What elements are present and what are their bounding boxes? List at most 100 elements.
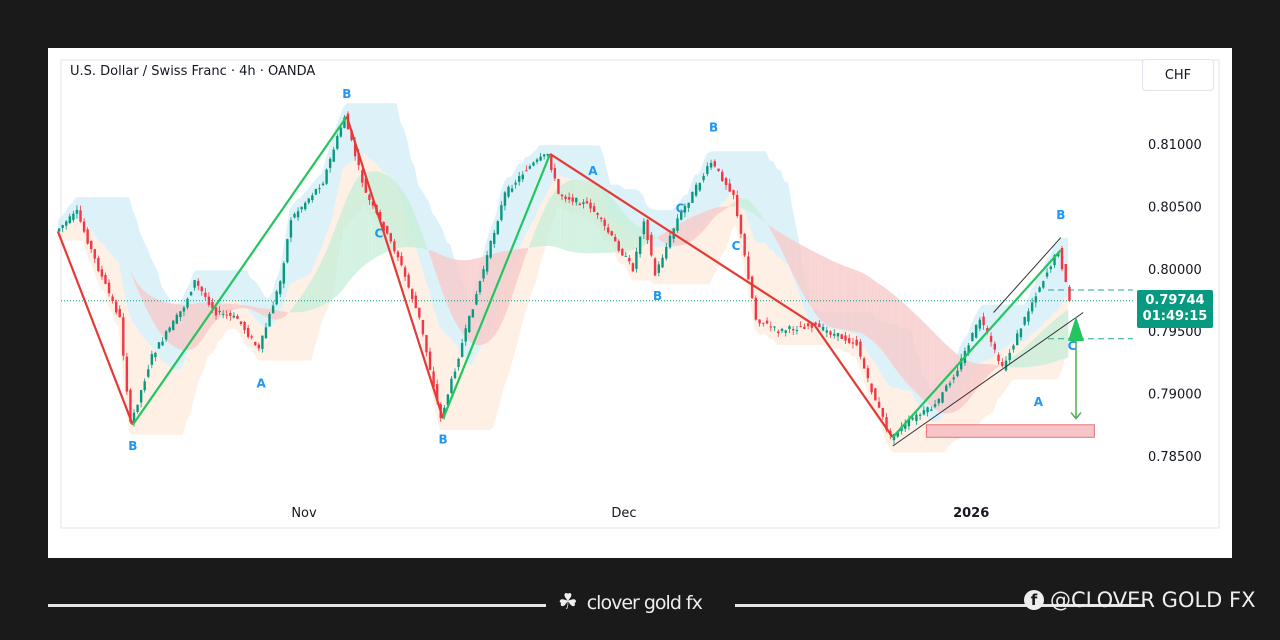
candle [721, 171, 724, 182]
trend-cloud-segment [1057, 314, 1061, 361]
candle [450, 378, 453, 393]
trend-cloud-segment [687, 217, 692, 244]
trend-cloud-segment [758, 211, 763, 220]
trend-cloud-segment [264, 308, 269, 318]
candle [200, 286, 203, 292]
candle [107, 282, 111, 294]
trend-cloud-segment [207, 302, 212, 331]
candle [777, 331, 780, 334]
trend-cloud-segment [546, 198, 551, 246]
candle [930, 409, 933, 411]
trend-cloud-segment [1053, 317, 1058, 363]
trend-cloud-segment [922, 321, 927, 403]
candle [818, 323, 821, 328]
trend-cloud-segment [870, 277, 875, 343]
candle [136, 404, 139, 412]
trend-cloud-segment [186, 304, 190, 351]
trend-cloud-segment [485, 254, 490, 344]
facebook-icon: f [1024, 590, 1044, 610]
candle [403, 267, 407, 277]
candle [243, 322, 246, 331]
candle [104, 274, 107, 284]
candle [193, 280, 196, 288]
candle [926, 407, 929, 413]
trend-cloud-segment [754, 206, 759, 218]
trend-cloud-segment [967, 360, 972, 402]
candle [471, 309, 475, 318]
candle [859, 341, 862, 357]
candle [250, 336, 253, 338]
trend-cloud-segment [799, 243, 804, 295]
trend-cloud-segment [596, 184, 600, 254]
trend-cloud-segment [840, 264, 845, 330]
candle [870, 383, 873, 393]
candle [657, 264, 660, 273]
trend-cloud-segment [361, 172, 365, 269]
candle [736, 194, 739, 217]
trend-cloud-segment [1030, 338, 1035, 367]
trend-cloud-segment [592, 183, 597, 254]
trend-cloud-segment [896, 297, 901, 376]
trend-cloud-segment [411, 205, 415, 248]
trend-cloud-segment [948, 347, 953, 414]
trend-cloud-segment [900, 300, 904, 380]
trend-cloud-segment [514, 249, 518, 290]
candle [1012, 345, 1015, 350]
trend-cloud-segment [877, 283, 882, 350]
candle [111, 296, 114, 302]
candle [411, 289, 414, 300]
trend-cloud-segment [885, 288, 890, 360]
candle [1019, 328, 1023, 338]
candle [147, 369, 150, 377]
candle [100, 269, 104, 277]
candle [214, 307, 218, 316]
candle [874, 388, 877, 401]
y-axis-tick-label: 0.79000 [1148, 388, 1202, 403]
candle [539, 156, 542, 161]
footer-divider-left [48, 604, 546, 607]
candle [578, 203, 582, 206]
candle [952, 377, 955, 380]
price-chart[interactable]: B A B C B A C B B C B A C 0.81000 0.80500 0.80000 0.7950… [48, 48, 1232, 558]
trend-cloud-segment [698, 212, 703, 236]
social-handle[interactable]: f @CLOVER GOLD FX [1024, 588, 1256, 612]
trend-cloud-segment [743, 198, 748, 211]
candle [225, 314, 228, 316]
trend-cloud-segment [848, 267, 852, 332]
candle [150, 354, 154, 365]
candle [386, 226, 389, 234]
candle [293, 213, 296, 218]
trend-cloud-segment [631, 221, 636, 251]
trend-cloud-segment [453, 259, 458, 326]
trend-cloud-segment [974, 363, 979, 392]
trend-cloud-segment [937, 336, 942, 413]
candle [157, 342, 161, 349]
y-axis-tick-label: 0.78500 [1148, 450, 1202, 465]
candle [364, 178, 368, 193]
candle [535, 159, 539, 162]
trend-cloud-segment [236, 304, 240, 309]
candle [97, 257, 100, 272]
candle [518, 176, 521, 182]
candle [90, 241, 93, 250]
trend-cloud-segment [1038, 331, 1043, 366]
trend-cloud-segment [157, 299, 162, 335]
trend-cloud-segment [833, 261, 837, 329]
candle [254, 341, 257, 346]
trend-cloud-segment [139, 286, 144, 303]
trend-cloud-segment [1042, 327, 1046, 366]
currency-button[interactable]: CHF [1142, 59, 1214, 91]
candle [866, 368, 870, 379]
trend-cloud-segment [889, 290, 893, 366]
candle [393, 241, 396, 252]
wave-label: C [732, 239, 741, 253]
candle [989, 335, 993, 342]
candle [614, 236, 617, 242]
candle [211, 302, 214, 309]
candle [1016, 333, 1019, 346]
trend-cloud-segment [257, 307, 262, 315]
candle [246, 327, 250, 337]
trend-cloud-segment [300, 291, 304, 313]
candle [279, 281, 282, 295]
candle [118, 308, 121, 318]
